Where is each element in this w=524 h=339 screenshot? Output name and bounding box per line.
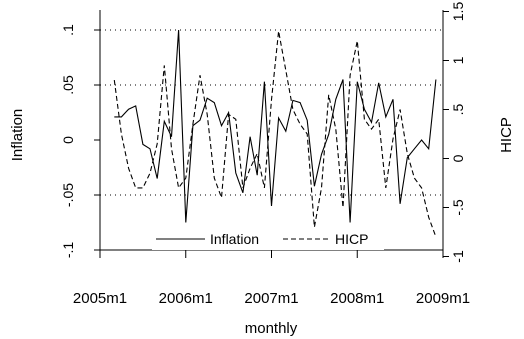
legend-background	[152, 228, 384, 250]
y-left-axis-title: Inflation	[9, 109, 26, 162]
x-tick-label-3: 2008m1	[330, 290, 384, 307]
x-axis-ticks: 2005m1 2006m1 2007m1 2008m1 2009m1	[73, 250, 470, 307]
y-right-tick-label-5: 1.5	[450, 2, 466, 22]
series-group	[113, 29, 437, 238]
x-tick-label-1: 2006m1	[159, 290, 213, 307]
y-left-tick-label-1: -.05	[60, 183, 76, 207]
x-tick-label-4: 2009m1	[416, 290, 470, 307]
y-right-axis-title: HICP	[498, 117, 515, 153]
series-line-inflation	[114, 29, 437, 223]
legend-hicp-label: HICP	[335, 231, 368, 247]
y-left-tick-label-3: .05	[60, 75, 76, 95]
y-right-tick-label-1: -.5	[450, 199, 466, 216]
legend-inflation-label: Inflation	[210, 231, 259, 247]
y-right-tick-label-2: 0	[450, 154, 466, 162]
x-tick-label-2: 2007m1	[244, 290, 298, 307]
y-right-tick-label-0: -1	[450, 250, 466, 263]
y-left-tick-label-0: -.1	[60, 242, 76, 259]
gridlines	[100, 29, 443, 196]
y-right-tick-label-4: 1	[450, 56, 466, 64]
x-tick-label-0: 2005m1	[73, 290, 127, 307]
series-line-hicp	[113, 31, 437, 238]
y-left-tick-label-4: .1	[60, 24, 76, 36]
y-right-tick-label-3: .5	[450, 103, 466, 115]
x-axis-title: monthly	[245, 320, 298, 337]
y-left-axis-ticks: -.1 -.05 0 .05 .1	[60, 24, 100, 258]
y-right-axis-ticks: -1 -.5 0 .5 1 1.5	[443, 2, 466, 263]
y-left-tick-label-2: 0	[60, 136, 76, 144]
